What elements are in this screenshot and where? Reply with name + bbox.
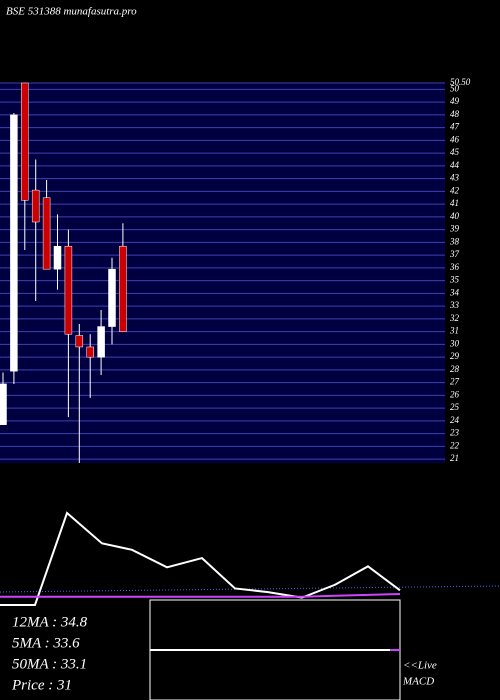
y-tick-label: 23 (450, 428, 460, 438)
y-tick-label: 42 (450, 185, 460, 195)
indicator-line (0, 511, 401, 606)
price-label: Price : 31 (11, 677, 72, 693)
y-tick-label: 22 (450, 440, 460, 450)
y-tick-label: 49 (450, 96, 460, 106)
y-tick-label: 21 (450, 453, 459, 463)
y-tick-label: 29 (450, 351, 460, 361)
y-tick-label: 47 (450, 122, 460, 132)
y-tick-label: 25 (450, 402, 460, 412)
y-tick-label: 38 (449, 236, 460, 246)
y-tick-label: 28 (450, 364, 460, 374)
y-tick-label: 31 (449, 326, 459, 336)
y-tick-label: 34 (449, 287, 460, 297)
y-tick-label: 46 (450, 134, 460, 144)
candle-body (108, 268, 116, 327)
y-tick-label: 40 (450, 211, 460, 221)
candle-body (53, 245, 62, 270)
y-tick-label: 26 (450, 389, 460, 399)
y-tick-label: 50 (450, 83, 460, 93)
candle-body (75, 335, 84, 348)
y-tick-label: 50.50 (450, 77, 471, 87)
y-tick-label: 33 (449, 300, 460, 310)
y-tick-label: 41 (450, 198, 459, 208)
candle-body (0, 383, 7, 425)
y-tick-label: 32 (449, 313, 460, 323)
candle-body (42, 197, 51, 270)
candle-body (10, 114, 18, 372)
plot-area (0, 83, 445, 463)
live-label: <<Live (403, 660, 437, 672)
y-tick-label: 44 (450, 160, 460, 170)
y-tick-label: 39 (449, 224, 460, 234)
y-tick-label: 37 (449, 249, 460, 259)
y-tick-label: 43 (450, 173, 460, 183)
y-tick-label: 30 (449, 338, 460, 348)
candle-body (21, 82, 29, 201)
ma-label: 50MA : 33.1 (12, 656, 87, 672)
indicator-line (0, 592, 401, 598)
y-tick-label: 36 (449, 262, 460, 272)
y-tick-label: 27 (450, 377, 460, 387)
ma-label: 5MA : 33.6 (12, 635, 80, 651)
chart-title: BSE 531388 munafasutra.pro (6, 6, 137, 18)
macd-label: MACD (402, 676, 434, 688)
y-tick-label: 45 (450, 147, 460, 157)
candle-body (64, 245, 73, 335)
candle-body (97, 326, 105, 358)
candle-body (31, 189, 40, 223)
y-tick-label: 48 (450, 109, 460, 119)
y-tick-label: 24 (450, 415, 460, 425)
y-tick-label: 35 (449, 275, 460, 285)
candle-body (86, 346, 94, 358)
candle-body (119, 245, 127, 332)
ma-label: 12MA : 34.8 (12, 614, 88, 630)
